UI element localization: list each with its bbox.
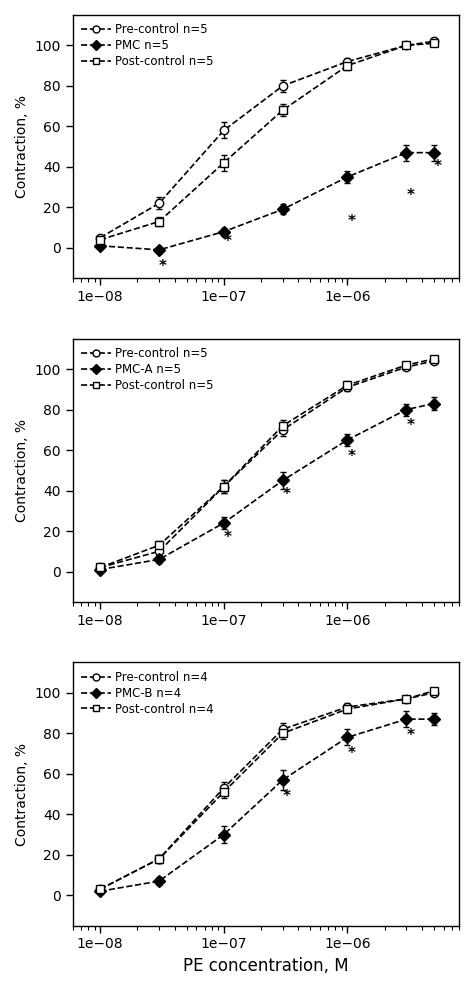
Text: *: * [406,419,414,434]
Y-axis label: Contraction, %: Contraction, % [15,95,29,198]
Y-axis label: Contraction, %: Contraction, % [15,742,29,845]
Text: *: * [347,448,356,463]
Text: *: * [347,214,356,229]
Text: *: * [224,235,232,249]
Text: *: * [283,789,291,804]
Legend: Pre-control n=4, PMC-B n=4, Post-control n=4: Pre-control n=4, PMC-B n=4, Post-control… [79,668,216,718]
Text: *: * [224,530,232,544]
X-axis label: PE concentration, M: PE concentration, M [183,957,349,975]
Legend: Pre-control n=5, PMC-A n=5, Post-control n=5: Pre-control n=5, PMC-A n=5, Post-control… [79,345,216,394]
Text: *: * [283,487,291,502]
Y-axis label: Contraction, %: Contraction, % [15,419,29,522]
Text: *: * [406,728,414,742]
Text: *: * [406,188,414,203]
Text: *: * [434,159,442,174]
Legend: Pre-control n=5, PMC n=5, Post-control n=5: Pre-control n=5, PMC n=5, Post-control n… [79,21,216,70]
Text: *: * [347,746,356,761]
Text: *: * [159,258,167,273]
